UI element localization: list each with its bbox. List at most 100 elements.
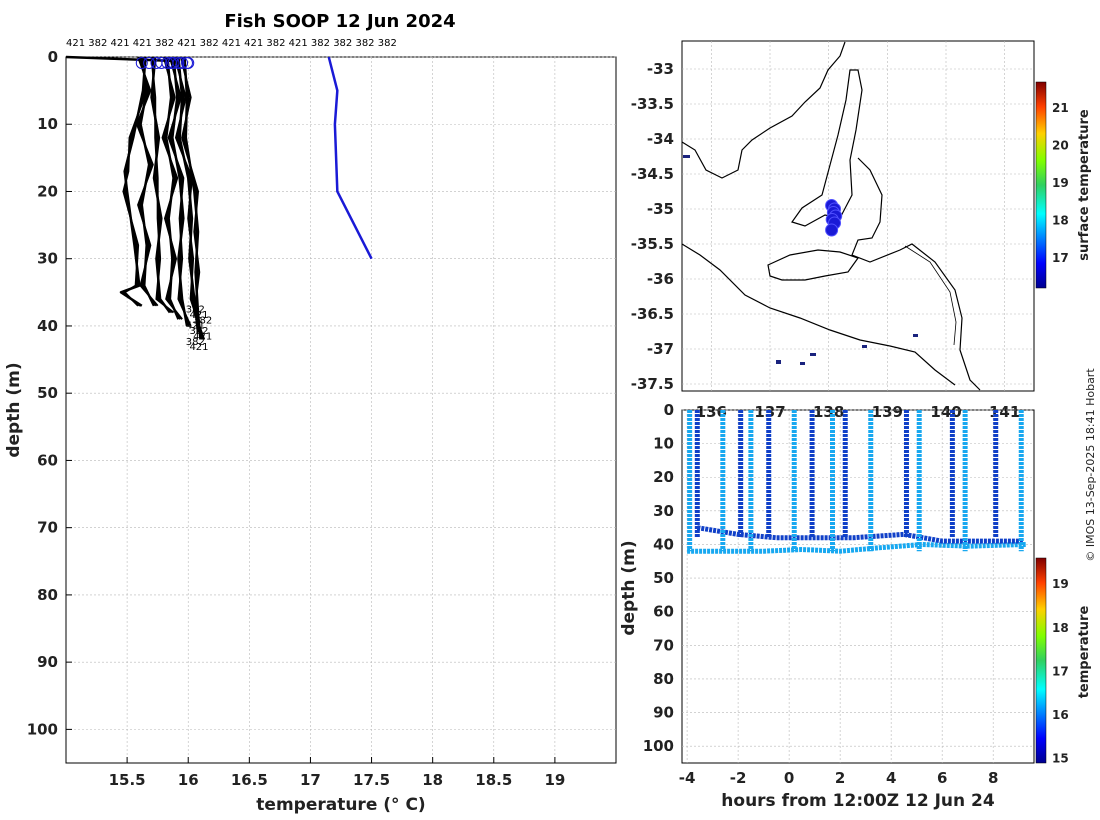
bottom-label: 382 [193,315,212,326]
island [810,353,816,356]
map-colorbar-tick: 17 [1052,251,1069,265]
chart-title: Fish SOOP 12 Jun 2024 [224,11,455,32]
map-lon-label: 138 [813,403,844,421]
x-tick-label: 17 [300,771,321,789]
dt-x-tick-label: 8 [988,769,998,787]
dt-colorbar-tick: 16 [1052,708,1069,722]
dt-x-tick-label: 4 [886,769,896,787]
map-lat-label: -34.5 [631,165,674,183]
y-tick-label: 10 [37,115,58,133]
surface-marker [155,57,168,69]
profile-y-label: depth (m) [4,362,24,457]
dt-colorbar-tick: 15 [1052,752,1069,766]
surface-marker [172,57,185,69]
coastline-fleurieu [851,157,981,391]
y-tick-label: 100 [27,720,58,738]
map-lon-label: 139 [872,403,903,421]
coastline [681,41,981,391]
coastline-south [681,243,956,386]
dt-colorbar-tick: 17 [1052,664,1069,678]
series-profile-f [119,56,147,307]
dt-colorbar-tick: 19 [1052,577,1069,591]
dt-colorbar-tick: 18 [1052,621,1069,635]
map-lat-label: -36 [647,270,674,288]
series-profile-b-variant [150,56,175,314]
map-panel: -33 -33.5 -34 -34.5 -35 -35.5 -36 -36.5 -37 -37.5… [631,40,1092,421]
x-tick-label: 18.5 [475,771,512,789]
dt-y-tick-label: 70 [653,636,674,654]
surface-marker [143,57,156,69]
series-profile-b-variant [152,57,173,314]
map-lat-label: -33 [647,60,674,78]
surface-marker [135,57,148,69]
island [862,345,867,348]
surface-marker [167,57,180,69]
map-colorbar-label: surface temperature [1077,109,1092,261]
map-colorbar-tick: 19 [1052,176,1069,190]
bottom-label: 421 [186,321,205,332]
x-tick-label: 15.5 [109,771,146,789]
series-profile-f-variant [122,56,148,307]
y-tick-label: 80 [37,586,58,604]
series-surface-line [65,55,177,63]
y-tick-label: 0 [48,48,58,66]
surface-marker [176,57,189,69]
depth-time-x-label: hours from 12:00Z 12 Jun 24 [721,791,995,811]
x-tick-label: 19 [544,771,565,789]
dt-y-tick-label: 30 [653,502,674,520]
depth-time-plot-area [681,409,1035,764]
x-tick-label: 17.5 [353,771,390,789]
series-blue-cast [327,56,373,260]
bottom-label: 421 [189,310,208,321]
map-lat-label: -36.5 [631,305,674,323]
track-point [825,223,839,237]
surface-marker [182,57,195,69]
dt-x-tick-label: 2 [835,769,845,787]
bottom-track-light [687,541,1027,554]
dt-y-tick-label: 0 [664,401,674,419]
profile-ids: 421 382 421 421 382 421 382 421 421 382 … [66,38,397,49]
bottom-label: 382 [186,337,205,348]
bottom-label: 421 [193,331,212,342]
y-tick-label: 70 [37,519,58,537]
series-profile-g-variant [173,56,203,333]
map-colorbar-tick: 21 [1052,101,1069,115]
island [683,155,690,158]
y-tick-label: 50 [37,384,58,402]
dt-y-tick-label: 40 [653,535,674,553]
y-tick-label: 60 [37,451,58,469]
map-lat-label: -33.5 [631,95,674,113]
dt-x-tick-label: 6 [937,769,947,787]
map-lon-label: 140 [930,403,961,421]
kangaroo-island [767,249,859,281]
credit-text: © IMOS 13-Sep-2025 18:41 Hobart [1084,368,1097,562]
map-colorbar-tick: 18 [1052,214,1069,228]
coastline-inner [904,245,957,346]
coastline-yorke [791,69,863,227]
map-lat-label: -35 [647,200,674,218]
map-plot-area [681,40,1035,392]
map-lat-label: -35.5 [631,235,674,253]
map-lat-label: -34 [647,130,674,148]
map-lon-label: 136 [696,403,727,421]
island [800,362,805,365]
dt-x-tick-label: -4 [679,769,696,787]
dt-y-tick-label: 50 [653,569,674,587]
series-profile-a-variant [135,56,159,307]
dt-y-tick-label: 90 [653,704,674,722]
depth-time-colorbar-label: temperature [1077,606,1092,699]
dt-y-tick-label: 10 [653,435,674,453]
dt-x-tick-label: -2 [730,769,747,787]
y-tick-label: 30 [37,250,58,268]
y-tick-label: 20 [37,182,58,200]
bottom-track-dark [696,525,1024,544]
series-profile-c-variant [161,56,183,320]
y-tick-label: 90 [37,653,58,671]
dt-y-tick-label: 20 [653,468,674,486]
map-lat-label: -37 [647,340,674,358]
island [776,360,781,364]
bottom-label: 421 [189,342,208,353]
profile-plot-area [65,56,617,764]
